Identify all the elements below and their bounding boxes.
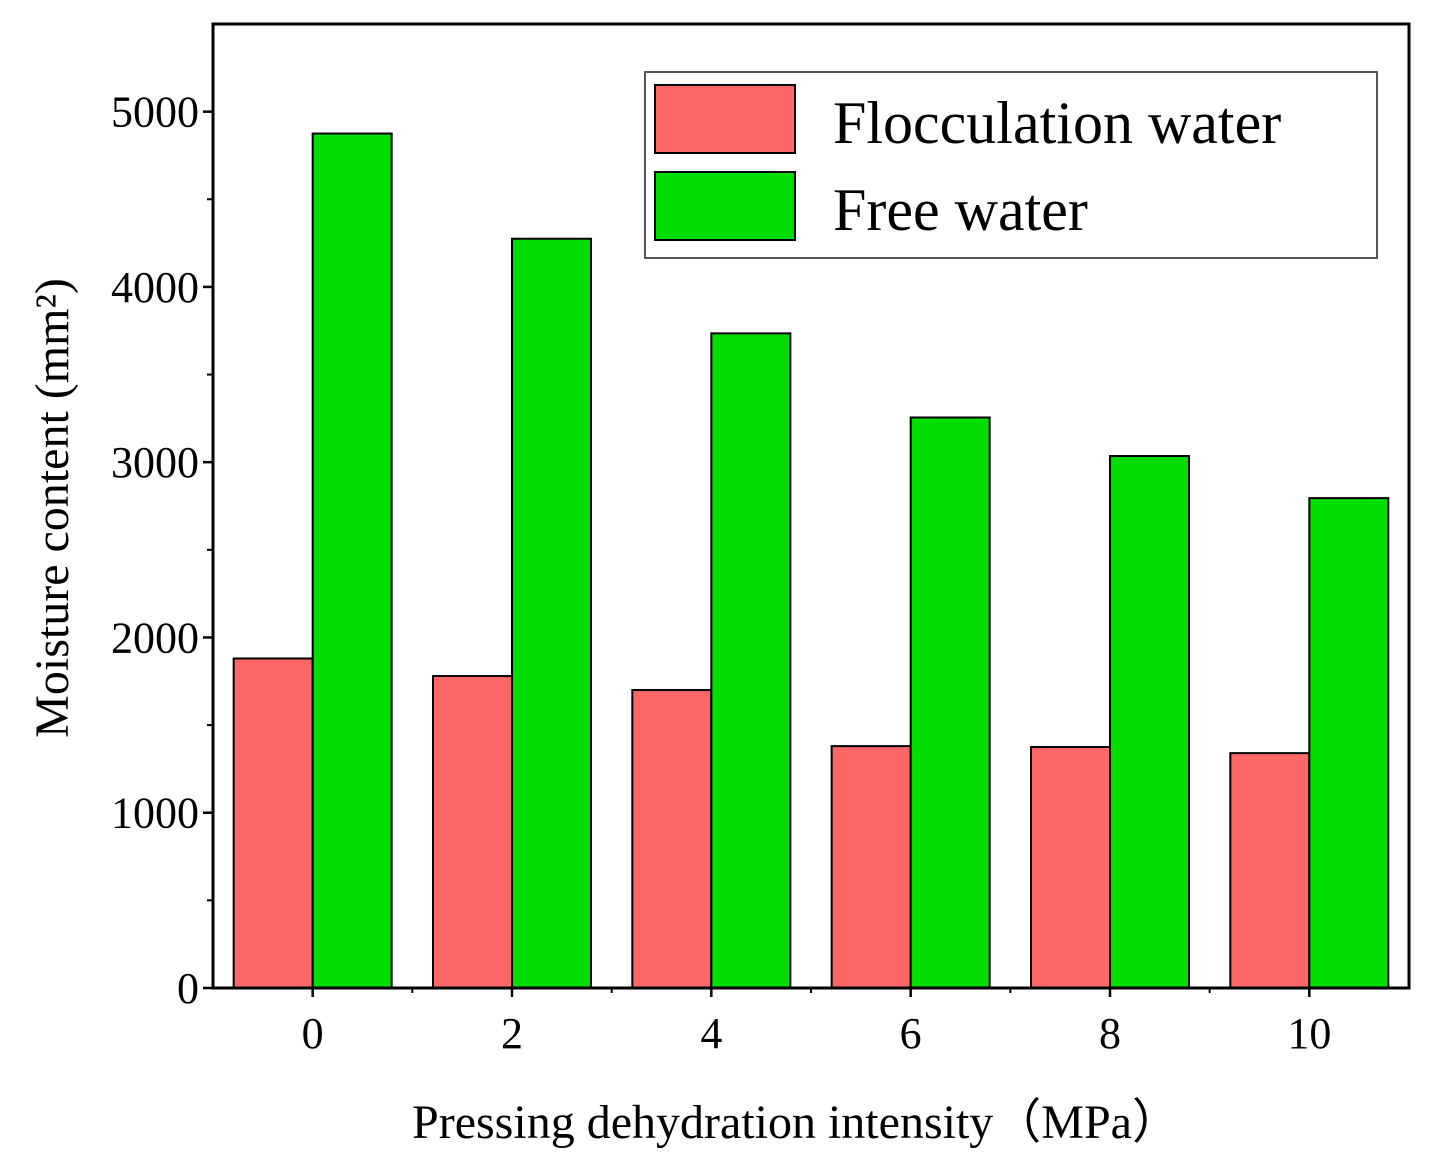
bar-flocculation-8 [1030, 746, 1111, 989]
legend-label-flocculation: Flocculation water [833, 90, 1281, 156]
ticks-layer: 0 2 4 6 8 10 0 1000 2000 3000 4000 5000 [111, 88, 1331, 1058]
y-tick-label: 0 [177, 964, 199, 1013]
x-tick-label: 2 [501, 1009, 523, 1058]
bar-free-8 [1109, 455, 1190, 989]
bar-flocculation-6 [830, 745, 912, 990]
legend-swatch-flocculation [654, 84, 796, 154]
x-axis-title: Pressing dehydration intensity（MPa） [412, 1096, 1180, 1149]
bars-layer [232, 132, 1390, 990]
bar-flocculation-0 [232, 657, 314, 989]
y-tick-label: 1000 [111, 789, 199, 838]
bar-free-0 [311, 132, 393, 989]
y-tick-label: 4000 [111, 263, 199, 312]
legend: Flocculation water Free water [644, 71, 1378, 259]
bar-flocculation-4 [631, 689, 713, 989]
x-tick-label: 10 [1287, 1009, 1331, 1058]
bar-flocculation-10 [1229, 752, 1311, 989]
legend-label-free: Free water [833, 177, 1088, 243]
bar-flocculation-2 [432, 675, 513, 989]
bar-free-10 [1308, 497, 1390, 989]
bar-free-4 [710, 332, 792, 989]
x-tick-label: 0 [302, 1009, 324, 1058]
x-tick-label: 4 [700, 1009, 722, 1058]
y-axis-title: Moisture content (mm²) [26, 278, 79, 738]
bar-free-2 [511, 237, 592, 989]
y-tick-label: 5000 [111, 88, 199, 137]
x-tick-label: 8 [1099, 1009, 1121, 1058]
legend-swatch-free [654, 171, 796, 241]
y-tick-label: 2000 [111, 613, 199, 662]
y-tick-label: 3000 [111, 438, 199, 487]
bar-free-6 [909, 416, 991, 990]
x-tick-label: 6 [900, 1009, 922, 1058]
